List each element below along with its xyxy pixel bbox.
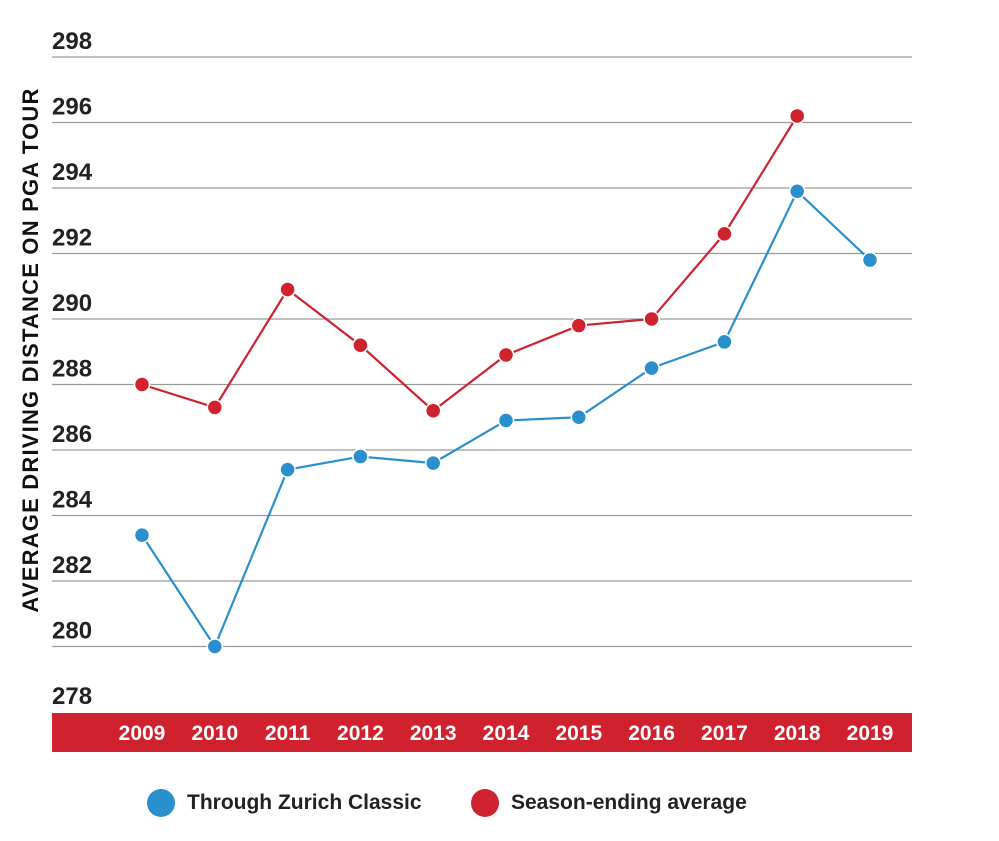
data-point-0 xyxy=(424,454,442,472)
y-tick-label: 278 xyxy=(52,683,92,710)
data-point-0 xyxy=(279,461,296,478)
data-point-0 xyxy=(497,412,515,429)
data-point-1 xyxy=(570,317,588,334)
series-line-1 xyxy=(141,115,799,413)
x-tick-label: 2014 xyxy=(483,722,530,745)
data-point-1 xyxy=(133,376,151,393)
y-tick-label: 288 xyxy=(52,356,92,383)
legend-swatch-red xyxy=(471,789,499,817)
data-point-0 xyxy=(352,448,369,465)
y-axis-label: AVERAGE DRIVING DISTANCE ON PGA TOUR xyxy=(18,87,43,612)
data-point-1 xyxy=(643,310,660,328)
legend-label: Through Zurich Classic xyxy=(187,791,422,814)
x-tick-label: 2013 xyxy=(410,722,457,745)
x-tick-label: 2012 xyxy=(337,722,384,745)
data-point-0 xyxy=(206,638,224,655)
y-tick-label: 292 xyxy=(52,225,92,252)
series-lines xyxy=(141,115,871,649)
x-axis-ticks: 2009 2010 2011 2012 2013 2014 2015 2016 2017 2018… xyxy=(119,722,894,745)
data-point-1 xyxy=(716,225,733,243)
x-tick-label: 2010 xyxy=(191,722,238,745)
x-axis-band xyxy=(52,713,912,752)
x-tick-label: 2018 xyxy=(774,722,821,745)
data-point-1 xyxy=(206,399,224,416)
x-tick-label: 2016 xyxy=(628,722,675,745)
y-tick-label: 282 xyxy=(52,552,92,579)
data-point-0 xyxy=(788,183,806,200)
y-tick-label: 294 xyxy=(52,159,93,186)
gridlines xyxy=(52,56,912,648)
data-point-1 xyxy=(788,107,806,125)
y-tick-label: 284 xyxy=(52,487,93,514)
series-points xyxy=(133,107,879,655)
data-point-1 xyxy=(279,281,296,298)
data-point-1 xyxy=(424,402,442,419)
data-point-0 xyxy=(643,359,660,377)
y-tick-label: 296 xyxy=(52,94,92,121)
x-tick-label: 2019 xyxy=(847,722,894,745)
x-tick-label: 2011 xyxy=(265,722,311,745)
data-point-1 xyxy=(352,336,369,354)
legend-item-season-ending: Season-ending average xyxy=(471,789,747,817)
y-tick-label: 290 xyxy=(52,290,92,317)
data-point-1 xyxy=(497,346,515,364)
y-axis-ticks: 298 296 294 292 290 288 286 284 282 280 278 xyxy=(52,28,93,710)
x-tick-label: 2015 xyxy=(555,722,602,745)
y-tick-label: 280 xyxy=(52,618,92,645)
data-point-0 xyxy=(133,526,151,544)
legend-label: Season-ending average xyxy=(511,791,747,814)
x-tick-label: 2017 xyxy=(701,722,748,745)
y-tick-label: 286 xyxy=(52,421,92,448)
y-tick-label: 298 xyxy=(52,28,92,55)
legend-swatch-blue xyxy=(147,789,175,817)
data-point-0 xyxy=(716,333,733,351)
legend: Through Zurich Classic Season-ending ave… xyxy=(0,783,999,827)
x-tick-label: 2009 xyxy=(119,722,166,745)
legend-item-through-zurich: Through Zurich Classic xyxy=(147,789,422,817)
data-point-0 xyxy=(861,251,879,269)
data-point-0 xyxy=(570,409,588,426)
